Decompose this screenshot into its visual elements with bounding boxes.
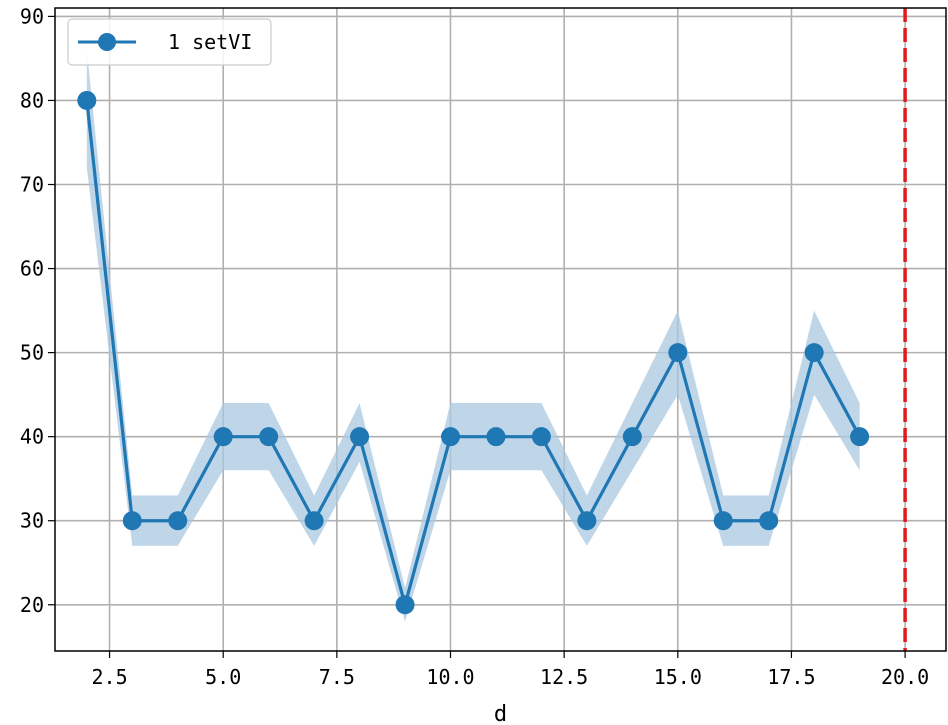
data-point bbox=[350, 427, 370, 447]
data-point bbox=[486, 427, 506, 447]
x-tick-label: 17.5 bbox=[767, 665, 815, 689]
legend-label: 1 setVI bbox=[168, 30, 252, 54]
y-tick-label: 70 bbox=[20, 173, 44, 197]
data-point bbox=[213, 427, 233, 447]
data-point bbox=[168, 511, 188, 531]
data-point bbox=[531, 427, 551, 447]
plot-area-frame bbox=[54, 7, 947, 652]
data-point bbox=[804, 343, 824, 363]
legend-marker-swatch bbox=[98, 33, 116, 51]
data-point bbox=[259, 427, 279, 447]
y-tick-label: 20 bbox=[20, 593, 44, 617]
legend-box bbox=[67, 18, 272, 66]
data-point bbox=[850, 427, 870, 447]
y-tick-label: 90 bbox=[20, 4, 44, 28]
axis-ticks: 2.5 5.0 7.5 10.0 12.5 15.0 17.5 20.0 20 30 40 50 60 7… bbox=[20, 4, 929, 689]
data-point bbox=[759, 511, 779, 531]
y-tick-label: 80 bbox=[20, 88, 44, 112]
data-point bbox=[77, 90, 97, 110]
y-tick-label: 30 bbox=[20, 509, 44, 533]
data-point bbox=[668, 343, 688, 363]
x-tick-label: 2.5 bbox=[91, 665, 127, 689]
data-point bbox=[122, 511, 142, 531]
x-tick-label: 20.0 bbox=[881, 665, 929, 689]
legend: 1 setVI bbox=[67, 18, 272, 66]
data-point bbox=[713, 511, 733, 531]
confidence-band-layer bbox=[86, 50, 860, 622]
confidence-band bbox=[86, 50, 860, 622]
x-tick-label: 5.0 bbox=[205, 665, 241, 689]
x-tick-label: 15.0 bbox=[654, 665, 702, 689]
data-point bbox=[440, 427, 460, 447]
x-tick-label: 10.0 bbox=[426, 665, 474, 689]
y-tick-label: 50 bbox=[20, 341, 44, 365]
x-axis-label: d bbox=[494, 702, 507, 725]
data-point bbox=[622, 427, 642, 447]
y-tick-label: 60 bbox=[20, 257, 44, 281]
data-point bbox=[577, 511, 597, 531]
series-line-layer bbox=[77, 90, 870, 615]
data-point bbox=[395, 595, 415, 615]
y-tick-label: 40 bbox=[20, 425, 44, 449]
data-point bbox=[304, 511, 324, 531]
x-tick-label: 7.5 bbox=[319, 665, 355, 689]
x-tick-label: 12.5 bbox=[540, 665, 588, 689]
